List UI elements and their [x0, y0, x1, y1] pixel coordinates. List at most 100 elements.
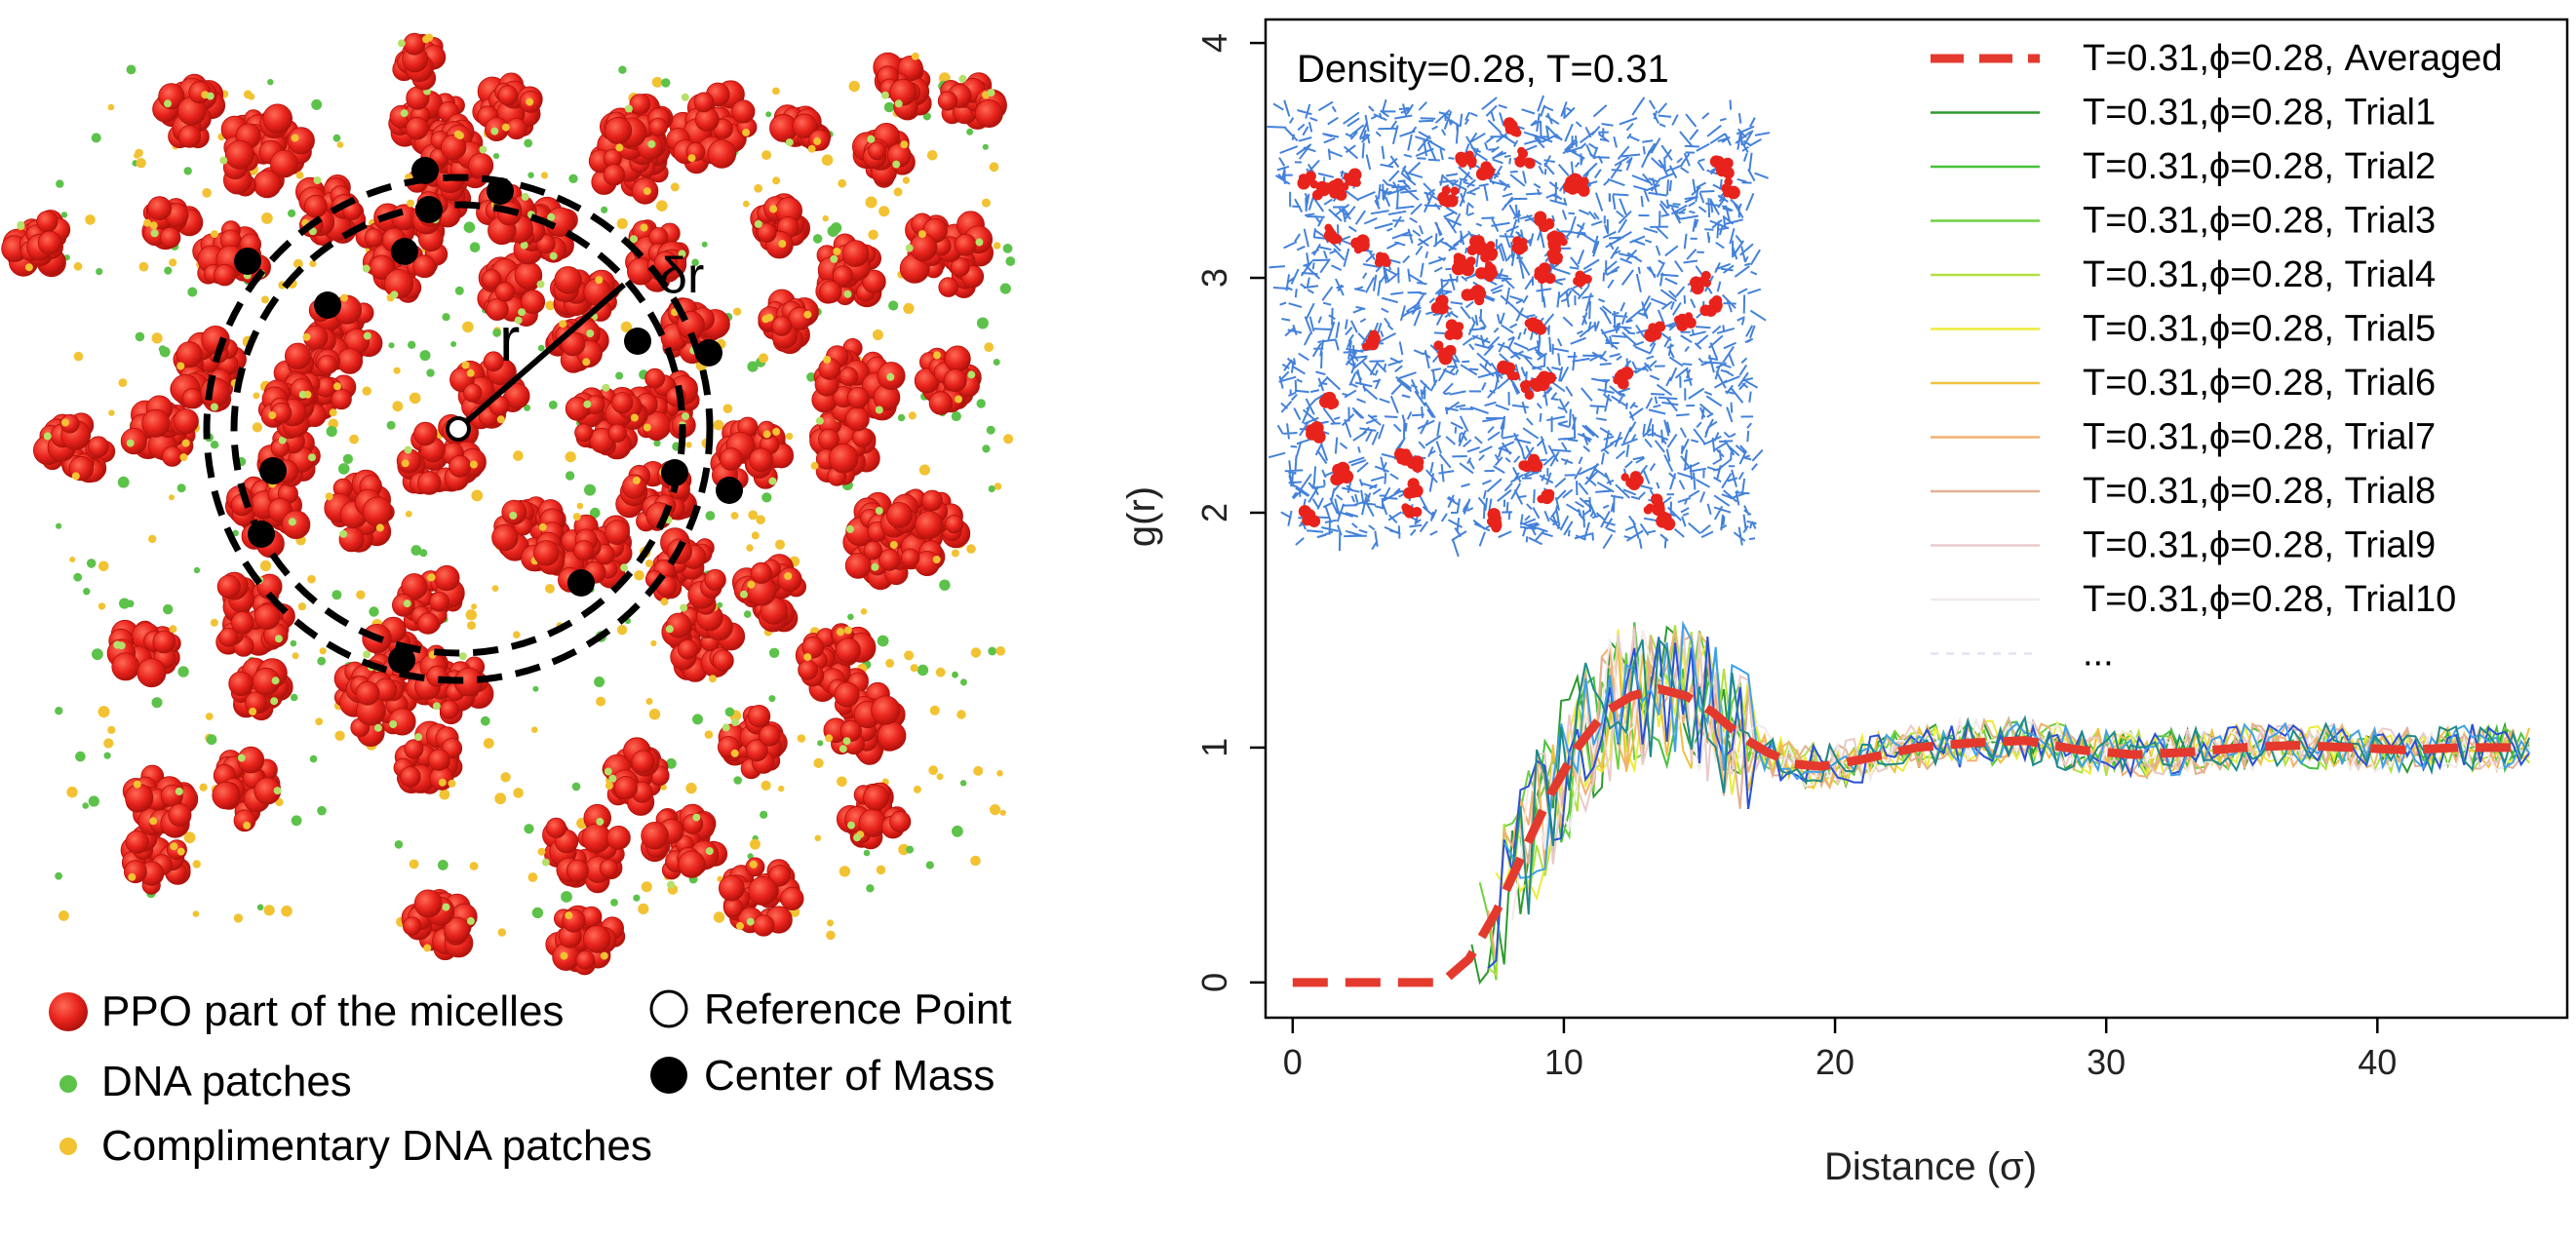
micelle [396, 414, 487, 495]
dna-patch [56, 522, 62, 529]
dna-patch [527, 172, 534, 178]
dna-patch [336, 141, 344, 148]
dna-patch [60, 212, 68, 218]
dna-patch [926, 150, 938, 161]
dna-patch [620, 321, 633, 333]
trial-line [1519, 624, 2530, 903]
dna-patch [661, 78, 671, 88]
legend-label-micelle: PPO part of the micelles [101, 987, 564, 1035]
legend-label-reference: Reference Point [704, 986, 1012, 1033]
dna-patch [531, 907, 544, 919]
center-of-mass [411, 157, 439, 184]
trial-series [1470, 620, 2531, 986]
micelle [210, 571, 295, 657]
dna-patch [576, 502, 584, 510]
dna-patch [827, 919, 834, 927]
micelle [599, 94, 674, 166]
dna-patch [169, 258, 177, 267]
inset-micelle [1503, 117, 1522, 137]
dna-patch [817, 740, 824, 747]
y-tick-label: 0 [1194, 973, 1234, 992]
dna-patch [202, 188, 212, 198]
y-tick-label: 1 [1194, 738, 1234, 757]
inset-micelle [1514, 146, 1536, 170]
dna-patch [253, 392, 260, 400]
micelle [212, 746, 282, 832]
dna-patch [813, 757, 824, 769]
inset-micelle [1457, 253, 1476, 275]
micelle [324, 469, 395, 553]
dna-patch [756, 515, 765, 524]
dna-patch [73, 572, 83, 582]
reference-point [446, 416, 471, 442]
dna-patch [86, 559, 97, 568]
dna-patch [988, 484, 995, 493]
dna-patch [903, 302, 915, 315]
dna-patch [768, 647, 780, 658]
dna-patch [103, 752, 111, 759]
micelle [152, 73, 226, 149]
dna-patch [232, 529, 239, 537]
dna-patch [183, 831, 196, 844]
dna-patch [107, 725, 116, 734]
dna-patch [183, 167, 192, 175]
micelle [851, 122, 916, 188]
dna-patch [645, 698, 653, 705]
legend-label: T=0.31,ϕ=0.28, Trial8 [2083, 471, 2436, 512]
dna-patch [532, 685, 539, 692]
dna-patch [545, 300, 556, 311]
center-of-mass [248, 521, 275, 548]
schematic-legend: PPO part of the micelles DNA patches Com… [49, 986, 1012, 1170]
micelle [120, 821, 191, 895]
legend-label: T=0.31,ϕ=0.28, Trial7 [2083, 417, 2436, 458]
dna-patch [981, 198, 991, 208]
legend-label-dna: DNA patches [101, 1058, 352, 1105]
inset-micelle [1699, 295, 1723, 317]
dna-patch [749, 838, 761, 850]
dna-patch [772, 176, 781, 185]
micelle [472, 72, 543, 142]
dna-patch [85, 214, 96, 225]
gr-chart: 0 10 20 30 40 0 1 2 3 4 Density=0.28, T=0.31 T=0.… [1120, 18, 2569, 1188]
dna-patch [135, 331, 145, 342]
micelle [228, 657, 293, 721]
trial-line [1503, 620, 2530, 879]
dna-patch [138, 261, 149, 272]
dna-patch [159, 346, 171, 358]
inset-micelle [1674, 312, 1697, 331]
inset-micelle [1437, 185, 1460, 208]
dna-patch [261, 213, 273, 224]
dna-patch [492, 153, 500, 160]
dna-patch [561, 891, 572, 903]
dna-patch [929, 705, 940, 715]
dna-patch [691, 258, 699, 267]
schematic-panel: r δr PPO part of the micelles DNA patche… [0, 0, 1073, 1232]
dna-patch [959, 678, 967, 686]
micelle [122, 764, 199, 838]
dna-patch [806, 372, 816, 382]
dna-patch [618, 65, 627, 74]
center-of-mass [234, 248, 261, 275]
dna-patch [935, 667, 946, 677]
dna-patch [616, 625, 628, 636]
micelle [225, 471, 311, 559]
legend-marker-com [650, 1057, 687, 1094]
dna-patch [55, 871, 62, 880]
dna-patch [865, 196, 878, 209]
dna-patch [848, 80, 860, 93]
inset-micelle [1475, 261, 1499, 283]
dna-patch [55, 707, 63, 715]
dna-patch [772, 87, 780, 96]
dna-patch [747, 361, 759, 372]
inset-micelle [1567, 173, 1590, 197]
y-tick-label: 4 [1194, 33, 1234, 53]
dna-patch [826, 930, 836, 941]
dna-patch [98, 706, 110, 718]
dna-patch [409, 859, 419, 870]
micelle [549, 266, 621, 325]
dna-patch [176, 483, 186, 493]
inset-micelle [1524, 317, 1547, 335]
dna-patch [761, 492, 772, 503]
dna-patch [701, 241, 708, 248]
inset-micelle [1537, 488, 1555, 505]
